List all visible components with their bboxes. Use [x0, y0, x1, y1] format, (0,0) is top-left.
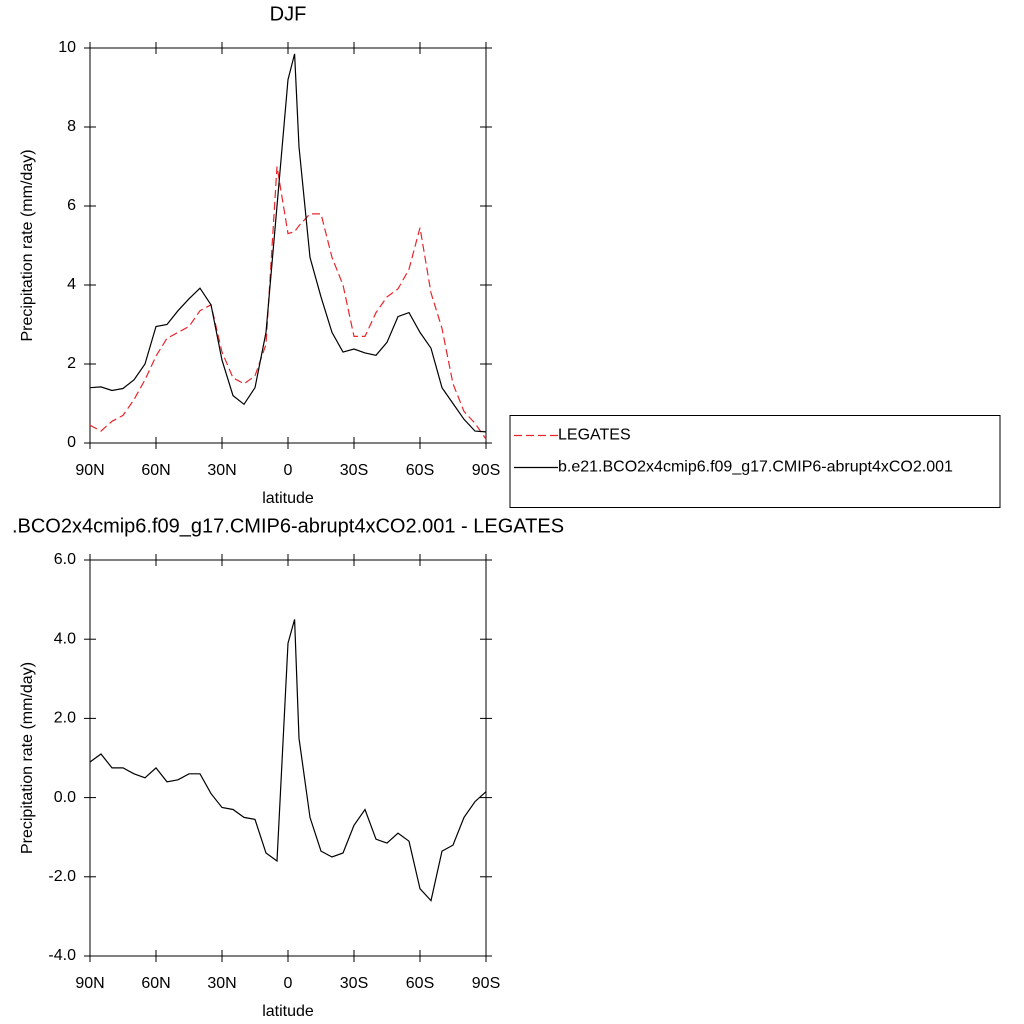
legend-frame [509, 415, 1001, 508]
y-tick-label: 8 [67, 118, 76, 135]
legend-label: LEGATES [558, 427, 631, 444]
x-tick-label: 30N [207, 462, 236, 479]
y-tick-label: 6.0 [54, 551, 76, 568]
y-tick-label: -2.0 [48, 868, 76, 885]
x-tick-label: 90S [472, 975, 500, 992]
x-tick-label: 90S [472, 462, 500, 479]
x-tick-label: 30N [207, 975, 236, 992]
chart-title: .BCO2x4cmip6.f09_g17.CMIP6-abrupt4xCO2.0… [12, 515, 564, 537]
y-tick-label: 10 [58, 39, 76, 56]
x-axis-label: latitude [262, 490, 314, 507]
data-line [89, 619, 487, 902]
x-tick-label: 30S [340, 462, 368, 479]
y-tick-label: 4.0 [54, 630, 76, 647]
y-tick-label: 4 [67, 276, 76, 293]
x-tick-label: 90N [75, 462, 104, 479]
x-tick-label: 0 [284, 462, 293, 479]
y-tick-label: 2 [67, 355, 76, 372]
y-tick-label: 6 [67, 197, 76, 214]
x-tick-label: 60N [141, 975, 170, 992]
y-tick-label: -4.0 [48, 947, 76, 964]
y-axis-label: Precipitation rate (mm/day) [19, 662, 36, 854]
chart-title: DJF [270, 3, 307, 25]
y-tick-label: 2.0 [54, 710, 76, 727]
x-tick-label: 60S [406, 975, 434, 992]
y-tick-label: 0 [67, 434, 76, 451]
x-tick-label: 90N [75, 975, 104, 992]
plot-frame [89, 47, 487, 444]
x-tick-label: 30S [340, 975, 368, 992]
plot-frame [89, 559, 487, 957]
x-tick-label: 60S [406, 462, 434, 479]
legend-label: b.e21.BCO2x4cmip6.f09_g17.CMIP6-abrupt4x… [558, 459, 953, 476]
x-tick-label: 60N [141, 462, 170, 479]
x-tick-label: 0 [284, 975, 293, 992]
data-line [89, 53, 487, 433]
x-axis-label: latitude [262, 1003, 314, 1020]
y-tick-label: 0.0 [54, 789, 76, 806]
data-line [89, 166, 487, 440]
y-axis-label: Precipitation rate (mm/day) [19, 149, 36, 341]
